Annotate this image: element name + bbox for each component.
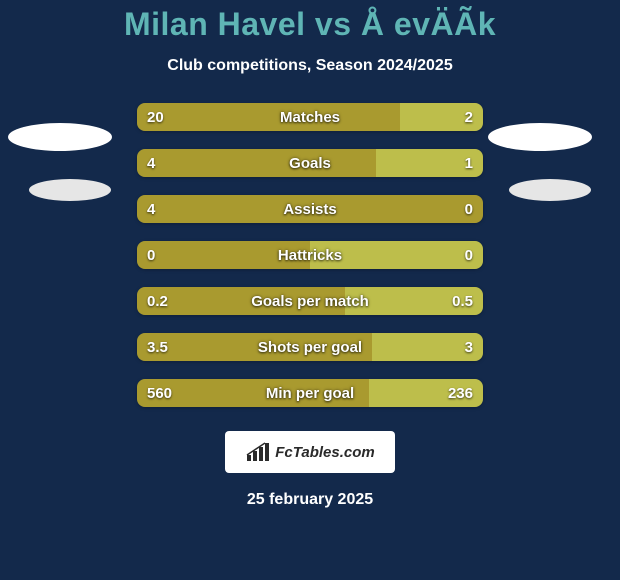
stat-bar-right: [376, 149, 483, 177]
brand-text: FcTables.com: [275, 444, 374, 461]
stat-bar-right: [310, 241, 483, 269]
stat-bar-left: [137, 195, 483, 223]
date-label: 25 february 2025: [0, 491, 620, 509]
stat-bar-left: [137, 287, 345, 315]
right-ellipse-3: [509, 179, 591, 201]
comparison-card: Milan Havel vs Å evÄÃ­k Club competition…: [0, 0, 620, 580]
stat-row: Assists40: [137, 195, 483, 223]
stat-rows: Matches202 Goals41 Assists40 Hattricks00 Goa…: [137, 103, 483, 407]
stat-bar-left: [137, 333, 372, 361]
stat-row: Goals41: [137, 149, 483, 177]
stat-bar-left: [137, 149, 376, 177]
stat-row: Hattricks00: [137, 241, 483, 269]
stat-bar-left: [137, 103, 400, 131]
stat-row: Shots per goal3.53: [137, 333, 483, 361]
stat-bar-right: [345, 287, 483, 315]
stat-row: Min per goal560236: [137, 379, 483, 407]
stat-bar-right: [369, 379, 483, 407]
stat-bar-left: [137, 241, 310, 269]
page-title: Milan Havel vs Å evÄÃ­k: [0, 0, 620, 43]
stat-row: Goals per match0.20.5: [137, 287, 483, 315]
stat-bar-left: [137, 379, 369, 407]
left-ellipse-0: [8, 123, 112, 151]
left-ellipse-1: [29, 179, 111, 201]
subtitle: Club competitions, Season 2024/2025: [0, 57, 620, 75]
stat-bar-right: [400, 103, 483, 131]
brand-badge: FcTables.com: [225, 431, 395, 473]
brand-bars-icon: [245, 441, 271, 463]
stat-bar-right: [372, 333, 483, 361]
stat-row: Matches202: [137, 103, 483, 131]
right-ellipse-2: [488, 123, 592, 151]
